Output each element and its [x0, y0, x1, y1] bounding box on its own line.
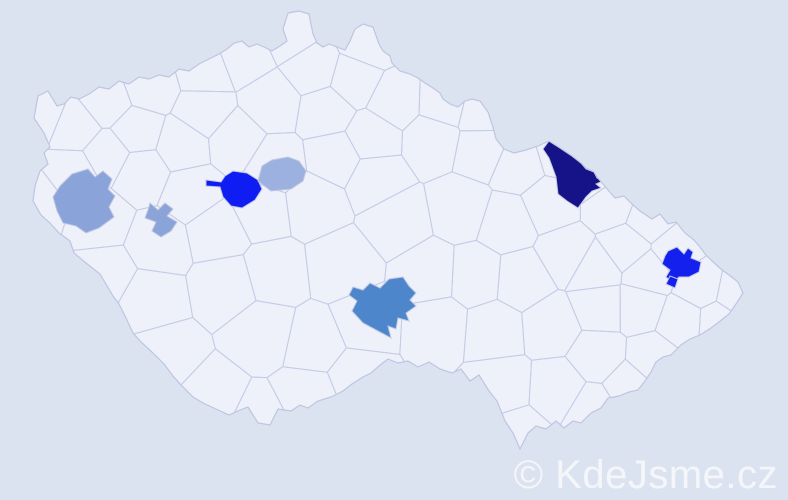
- district-cell[interactable]: [451, 239, 502, 310]
- district-cell[interactable]: [462, 298, 526, 363]
